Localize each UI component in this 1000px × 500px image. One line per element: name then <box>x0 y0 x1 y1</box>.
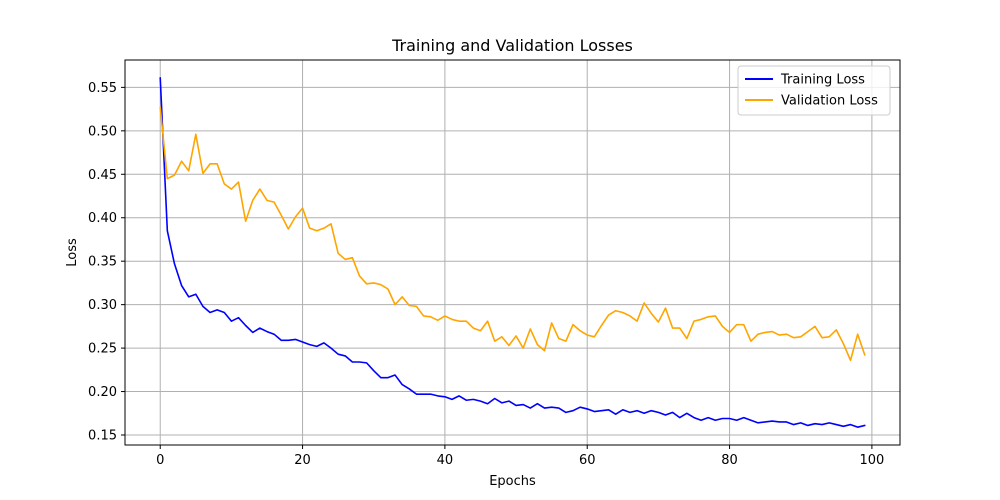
series-layer <box>159 77 866 428</box>
y-tick-label: 0.25 <box>88 342 117 357</box>
validation-loss-line <box>159 106 866 362</box>
y-axis-label: Loss <box>65 238 80 267</box>
grid-lines <box>125 60 900 445</box>
legend-box <box>737 65 891 116</box>
x-tick-label: 40 <box>437 453 454 468</box>
y-tick-label: 0.15 <box>88 429 117 444</box>
x-tick-label: 80 <box>721 453 738 468</box>
legend-label-training: Training Loss <box>780 73 865 88</box>
x-tick-label: 60 <box>579 453 596 468</box>
y-tick-label: 0.45 <box>88 168 117 183</box>
y-tick-label: 0.40 <box>88 211 117 226</box>
tick-layer: 0 20 40 60 80 100 0.15 0.20 0.25 0.30 0.35 0.40 0.45… <box>88 81 884 468</box>
x-tick-label: 20 <box>294 453 311 468</box>
x-axis-label: Epochs <box>489 474 536 489</box>
y-tick-label: 0.20 <box>88 385 117 400</box>
legend: Training Loss Validation Loss <box>737 65 891 116</box>
legend-label-validation: Validation Loss <box>781 94 878 109</box>
chart-title: Training and Validation Losses <box>391 36 633 55</box>
y-tick-label: 0.55 <box>88 81 117 96</box>
y-tick-label: 0.30 <box>88 298 117 313</box>
training-loss-line <box>159 77 866 428</box>
x-tick-label: 100 <box>859 453 884 468</box>
x-tick-label: 0 <box>156 453 164 468</box>
y-tick-label: 0.35 <box>88 255 117 270</box>
plot-frame <box>124 59 901 446</box>
y-tick-label: 0.50 <box>88 124 117 139</box>
